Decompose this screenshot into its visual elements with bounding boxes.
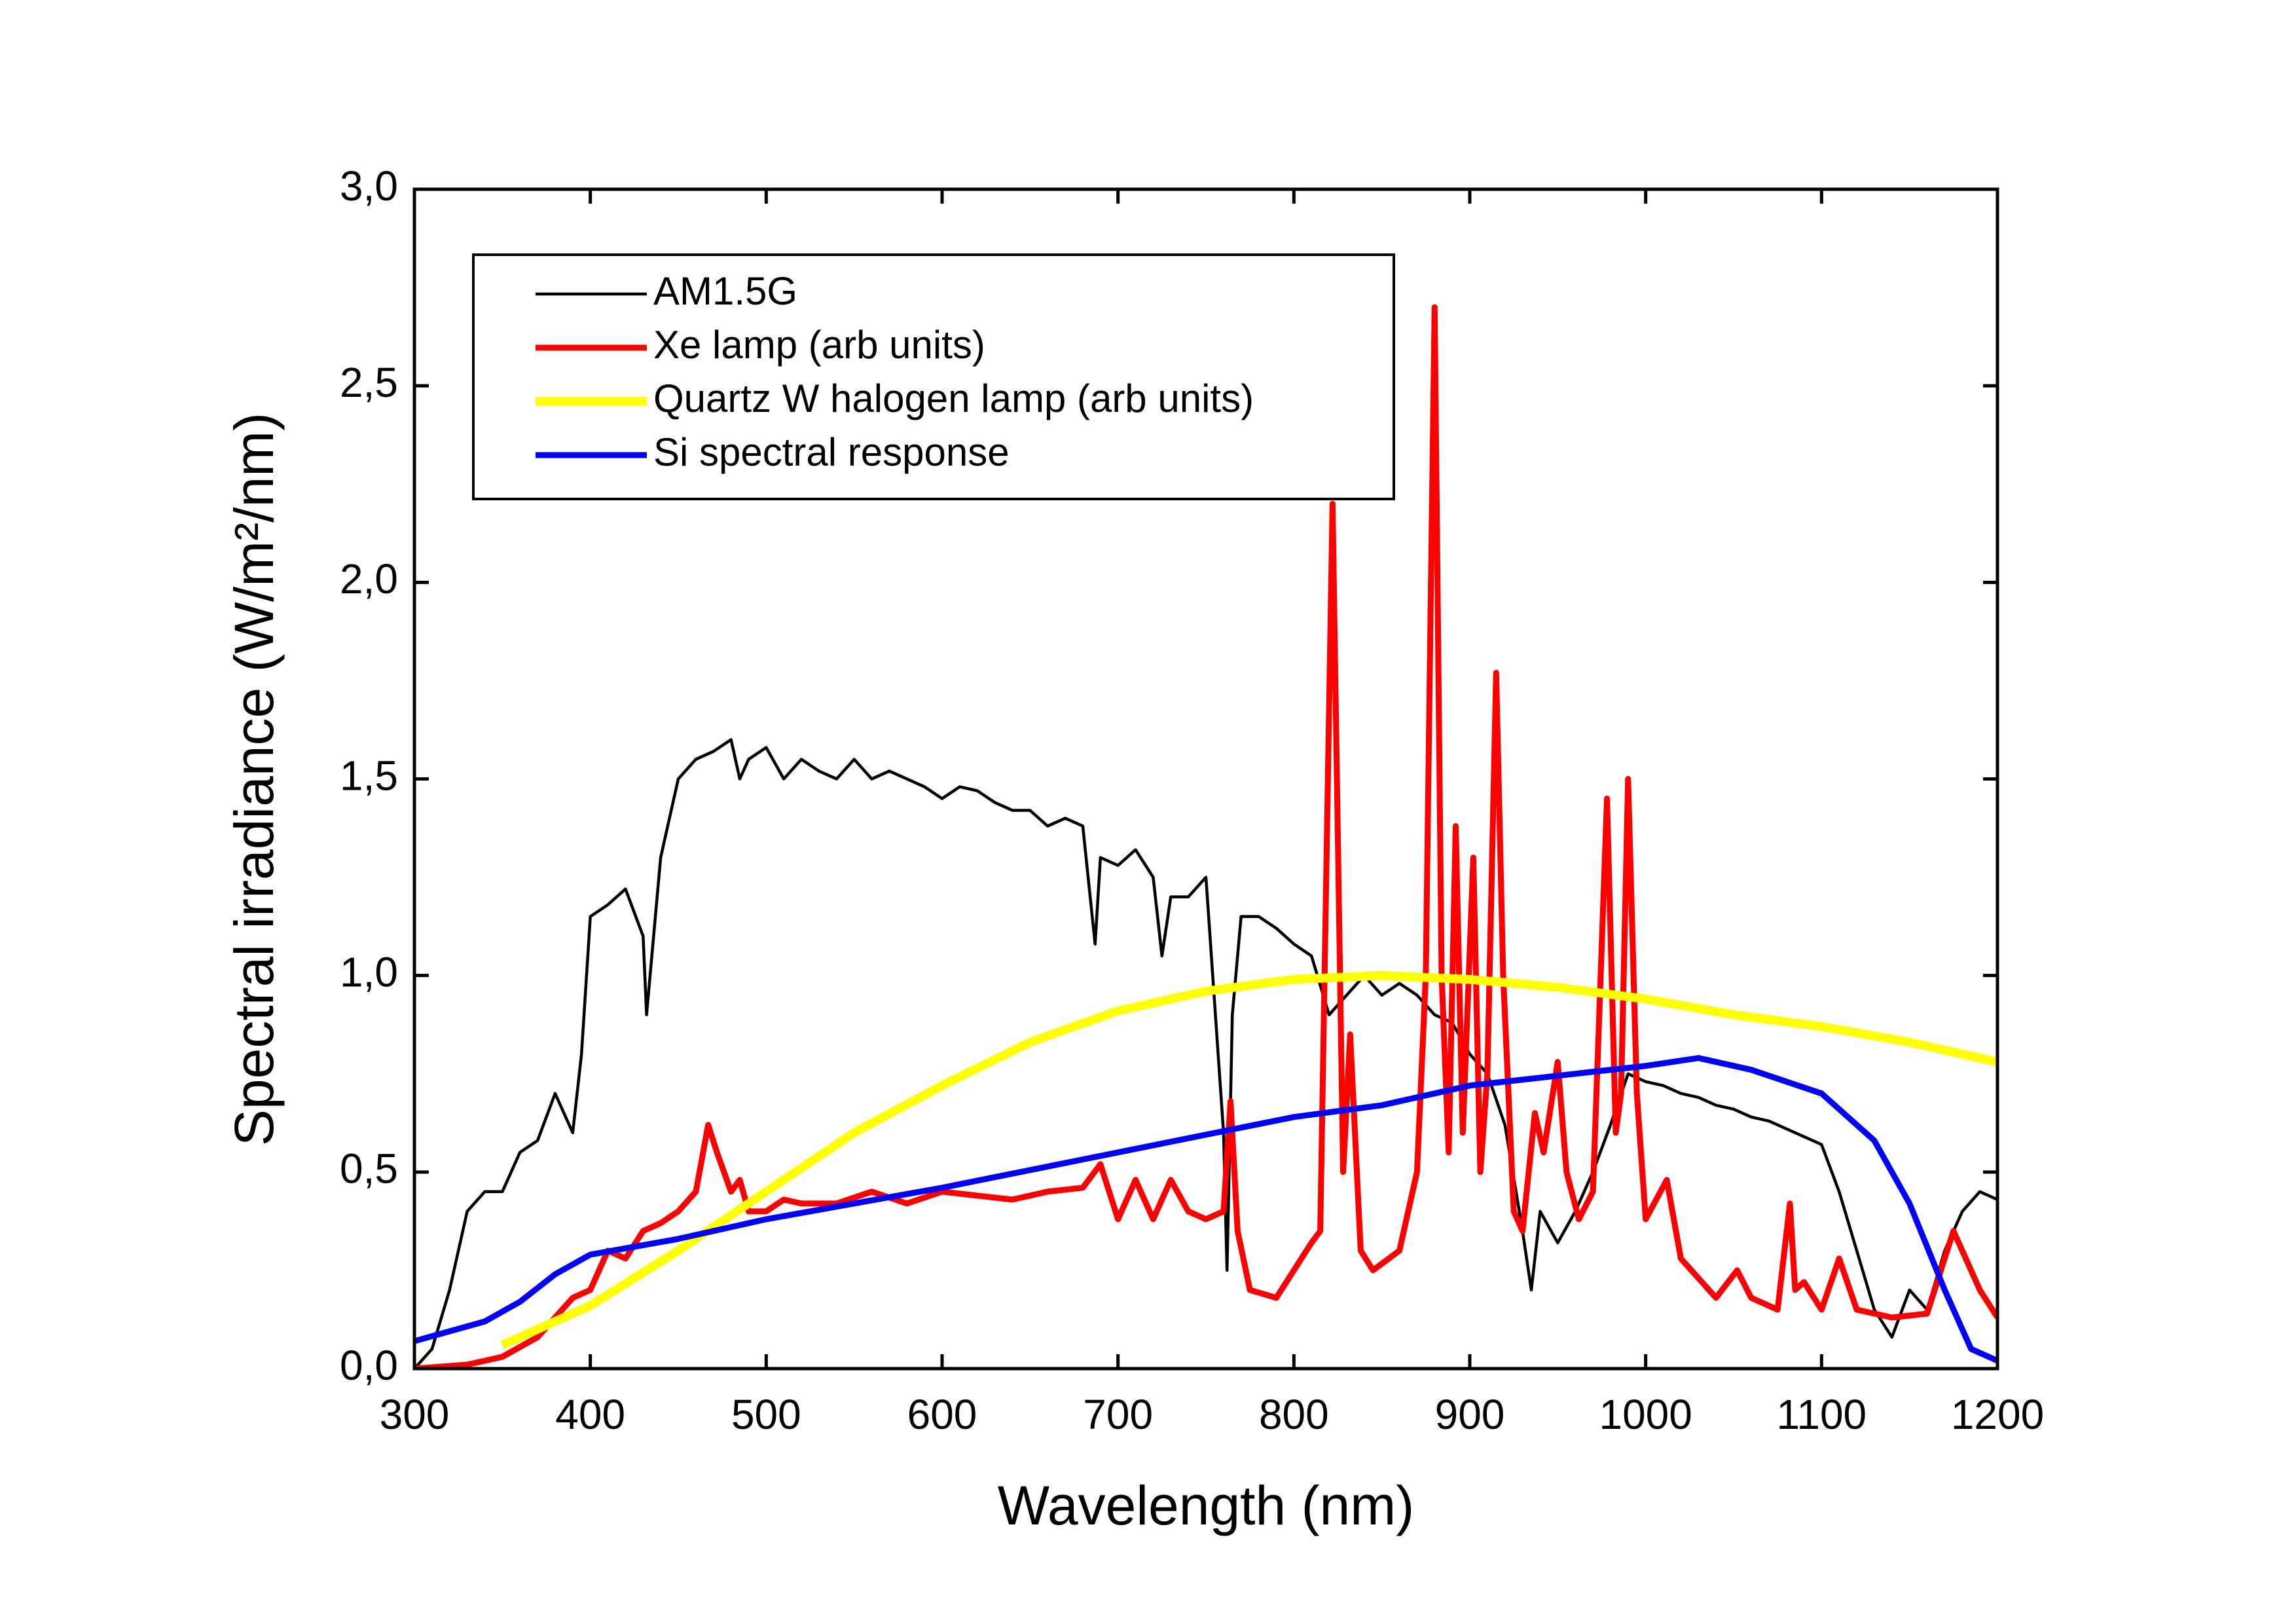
- x-tick-label: 400: [555, 1391, 625, 1438]
- x-tick-label: 1000: [1599, 1391, 1692, 1438]
- x-tick-label: 500: [731, 1391, 801, 1438]
- y-tick-label: 1,0: [340, 949, 398, 996]
- series-line: [414, 304, 1997, 1369]
- y-tick-label: 1,5: [340, 752, 398, 799]
- y-tick-label: 0,5: [340, 1145, 398, 1192]
- x-tick-label: 1100: [1777, 1391, 1867, 1438]
- x-tick-label: 700: [1083, 1391, 1153, 1438]
- series-line: [500, 970, 1997, 1350]
- series-line: [414, 1055, 1997, 1364]
- x-tick-label: 300: [380, 1391, 450, 1438]
- y-tick-label: 2,5: [340, 359, 398, 406]
- y-tick-label: 2,0: [340, 555, 398, 602]
- x-tick-label: 900: [1435, 1391, 1505, 1438]
- y-axis-title: Spectral irradiance (W/m²/nm): [223, 413, 285, 1146]
- y-tick-label: 0,0: [340, 1342, 398, 1389]
- y-tick-label: 3,0: [340, 162, 398, 210]
- legend-label: Quartz W halogen lamp (arb units): [653, 377, 1254, 420]
- x-tick-label: 1200: [1951, 1391, 2044, 1438]
- x-axis-title: Wavelength (nm): [998, 1475, 1414, 1536]
- legend-label: Si spectral response: [653, 430, 1010, 474]
- legend-label: Xe lamp (arb units): [653, 323, 985, 367]
- x-tick-label: 600: [907, 1391, 977, 1438]
- x-tick-label: 800: [1259, 1391, 1329, 1438]
- legend-label: AM1.5G: [653, 269, 797, 313]
- series-line: [414, 738, 1997, 1369]
